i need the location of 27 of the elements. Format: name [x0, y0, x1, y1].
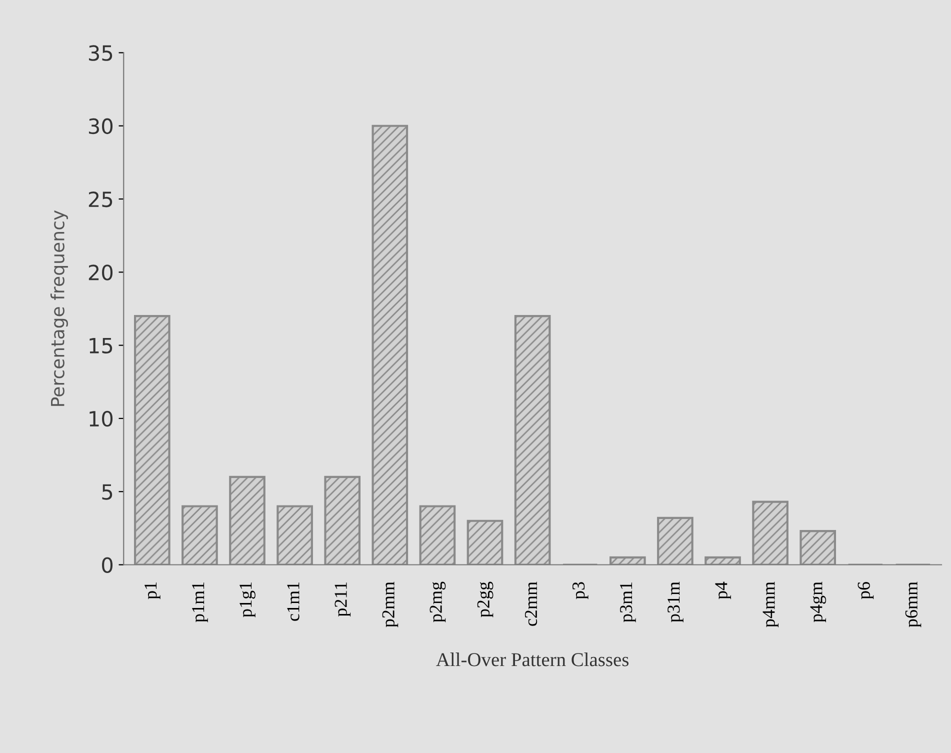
x-tick-label: p1g1 [240, 582, 256, 618]
x-tick-label: p1 [144, 582, 160, 600]
x-tick-label: p3 [572, 582, 588, 600]
x-tick-label: p6mm [905, 582, 922, 628]
y-tick-label: 5 [102, 484, 112, 500]
x-tick-label: p6 [858, 582, 874, 600]
y-tick-label: 15 [90, 338, 112, 354]
y-tick-label: 30 [88, 118, 113, 134]
y-tick-label: 0 [102, 557, 113, 573]
x-tick-label: p4 [715, 582, 731, 600]
y-tick-label: 35 [88, 45, 112, 61]
y-tick-label: 20 [88, 264, 113, 280]
y-tick-label: 10 [90, 410, 113, 427]
x-tick-label: p31m [668, 582, 684, 622]
y-tick-label: 25 [88, 191, 112, 208]
x-axis-title: All-Over Pattern Classes [436, 652, 629, 666]
x-tick-label: c1m1 [287, 582, 300, 621]
x-tick-label: p4gm [810, 582, 826, 622]
x-tick-label: p211 [334, 582, 351, 617]
x-tick-label: c2mm [524, 582, 538, 626]
x-tick-label: p2gg [477, 582, 494, 618]
x-tick-label: p3m1 [620, 582, 636, 622]
x-tick-label: p2mg [430, 582, 446, 622]
x-tick-label: p4mm [762, 582, 778, 628]
x-tick-label: p1m1 [192, 582, 208, 622]
y-axis-title: Percentage frequency [50, 210, 68, 406]
x-tick-label: p2mm [382, 582, 398, 628]
